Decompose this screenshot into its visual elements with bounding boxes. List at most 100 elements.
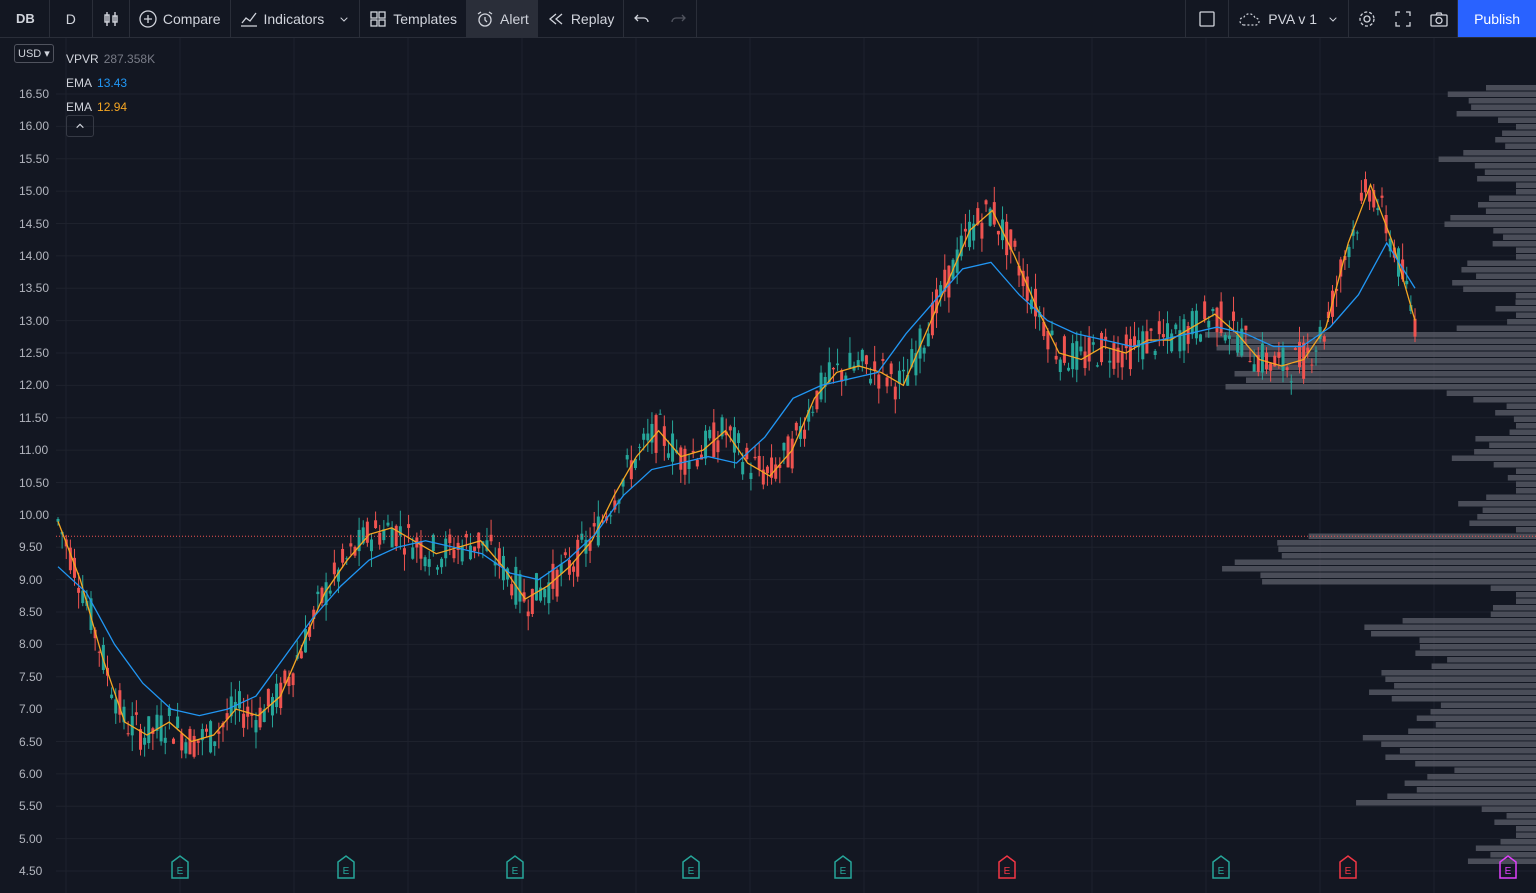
replay-label: Replay [570, 10, 615, 27]
candle-body [357, 529, 361, 552]
candle-body [1219, 301, 1223, 334]
replay-button[interactable]: Replay [538, 0, 624, 37]
earnings-marker[interactable]: E [337, 855, 355, 879]
earnings-marker[interactable]: E [1499, 855, 1517, 879]
candle-body [122, 706, 126, 723]
candle-body [390, 528, 394, 548]
earnings-marker[interactable]: E [998, 855, 1016, 879]
collapse-legend-button[interactable] [66, 115, 94, 137]
candle-body [328, 590, 332, 594]
candle-body [1174, 324, 1178, 330]
earnings-marker[interactable]: E [506, 855, 524, 879]
volume-profile-bar [1222, 566, 1536, 572]
volume-profile-bar [1447, 91, 1536, 97]
volume-profile-bar [1278, 546, 1536, 552]
candle-body [1071, 343, 1075, 370]
redo-button[interactable] [660, 0, 696, 37]
layout-name: PVA v 1 [1268, 10, 1318, 27]
candle-body [254, 720, 258, 733]
earnings-marker-shape [998, 855, 1016, 879]
earnings-marker[interactable]: E [171, 855, 189, 879]
candle-body [345, 558, 349, 560]
earnings-marker[interactable]: E [834, 855, 852, 879]
candle-body [848, 352, 852, 369]
candle-body [378, 532, 382, 545]
candle-body [171, 738, 175, 744]
candle-body [551, 563, 555, 589]
candle-body [555, 569, 559, 597]
candle-body [666, 453, 670, 458]
legend-vpvr[interactable]: VPVR 287.358K [66, 47, 155, 71]
price-axis[interactable]: 16.50 16.00 15.50 15.00 14.50 14.00 13.50 13.00… [0, 0, 56, 893]
volume-profile-bar [1493, 228, 1536, 234]
alert-button[interactable]: Alert [467, 0, 538, 37]
candle-body [712, 422, 716, 457]
earnings-marker-shape [171, 855, 189, 879]
candle-body [922, 347, 926, 354]
volume-profile-bar [1482, 507, 1536, 513]
volume-profile-bar [1506, 403, 1536, 409]
candle-body [398, 526, 402, 536]
volume-profile-bar [1509, 429, 1536, 435]
settings-button[interactable] [1349, 0, 1385, 37]
volume-profile-bar [1308, 533, 1536, 539]
compare-button[interactable]: Compare [130, 0, 230, 37]
volume-profile-bar [1371, 631, 1536, 637]
candle-body [209, 721, 213, 753]
layout-button[interactable]: PVA v 1 [1229, 0, 1348, 37]
volume-profile-bar [1399, 748, 1536, 754]
candle-body [749, 472, 753, 479]
candle-body [291, 673, 295, 686]
earnings-marker-shape [1499, 855, 1517, 879]
candle-body [89, 598, 93, 630]
undo-button[interactable] [624, 0, 660, 37]
earnings-marker[interactable]: E [1339, 855, 1357, 879]
earnings-marker[interactable]: E [682, 855, 700, 879]
volume-profile-bar [1451, 455, 1536, 461]
ema-slow-value: 12.94 [97, 100, 128, 114]
symbol-search[interactable]: DB [16, 11, 35, 26]
candle-body [687, 461, 691, 469]
candle-body [864, 355, 868, 365]
indicators-button[interactable]: Indicators [231, 0, 360, 37]
candle-body [497, 548, 501, 566]
candle-body [444, 538, 448, 559]
candle-body [1277, 352, 1281, 358]
volume-profile-bar [1502, 130, 1536, 136]
candle-body [1178, 330, 1182, 352]
volume-profile-bar [1485, 208, 1536, 214]
publish-button[interactable]: Publish [1458, 0, 1536, 37]
volume-profile-bar [1486, 85, 1536, 91]
volume-profile-bar [1516, 254, 1536, 260]
fullscreen-button[interactable] [1385, 0, 1421, 37]
candle-body [642, 433, 646, 440]
currency-select[interactable]: USD ▾ [14, 44, 54, 63]
earnings-marker-label: E [177, 866, 184, 877]
legend-ema-slow[interactable]: EMA 12.94 [66, 95, 155, 119]
templates-button[interactable]: Templates [360, 0, 466, 37]
snapshot-button[interactable] [1421, 0, 1457, 37]
candle-body [1116, 347, 1120, 363]
fullscreen-select-button[interactable] [1186, 0, 1228, 37]
legend-ema-fast[interactable]: EMA 13.43 [66, 71, 155, 95]
candle-body [77, 587, 81, 593]
volume-profile-bar [1515, 299, 1536, 305]
earnings-marker[interactable]: E [1212, 855, 1230, 879]
candle-body [790, 438, 794, 469]
volume-profile-bar [1435, 722, 1536, 728]
candle-body [1013, 240, 1017, 247]
volume-profile-bar [1415, 650, 1536, 656]
interval-button[interactable]: D [65, 10, 76, 27]
candle-body [1161, 334, 1165, 338]
price-axis-label: 8.50 [19, 605, 43, 619]
candle-body [402, 548, 406, 555]
volume-profile-bar [1246, 377, 1536, 383]
candle-body [316, 591, 320, 595]
candle-body [1095, 365, 1099, 367]
chevron-down-icon [340, 16, 348, 22]
chart-type-button[interactable] [93, 0, 129, 37]
candle-body [452, 549, 456, 559]
candle-body [93, 629, 97, 639]
candle-body [1075, 341, 1079, 370]
